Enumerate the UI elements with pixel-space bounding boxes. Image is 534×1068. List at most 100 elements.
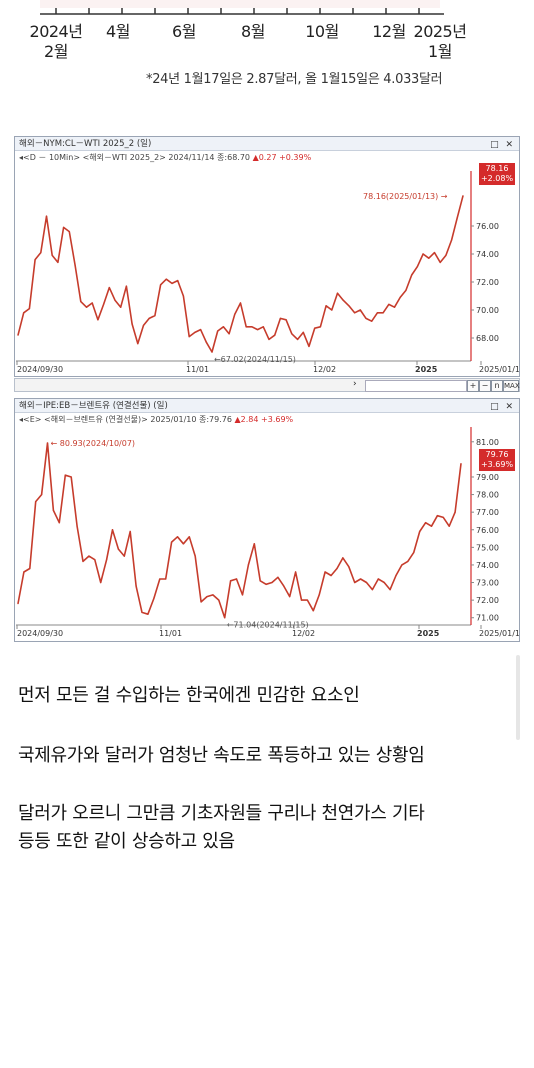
- price-point: [296, 338, 299, 340]
- price-point: [291, 333, 293, 335]
- price-point: [23, 312, 25, 314]
- price-point: [137, 343, 139, 345]
- low-annotation: ←71.04(2024/11/15): [227, 621, 309, 630]
- price-point: [94, 559, 96, 561]
- price-point: [354, 312, 356, 314]
- price-point: [401, 564, 403, 566]
- price-point: [64, 474, 66, 476]
- page-scrollbar[interactable]: [516, 655, 520, 740]
- price-point: [348, 305, 350, 307]
- price-point: [405, 289, 407, 291]
- price-point: [46, 442, 49, 444]
- paragraph-1: 먼저 모든 걸 수입하는 한국에겐 민감한 요소인: [18, 685, 360, 706]
- chart-scroll-strip[interactable]: › + − n MAX: [14, 378, 520, 392]
- price-point: [283, 585, 285, 587]
- brent-last-price: 79.76: [485, 450, 509, 459]
- price-series-line: [17, 195, 464, 353]
- price-point: [285, 319, 287, 321]
- top-axis-line: [40, 0, 444, 15]
- price-point: [135, 585, 137, 587]
- price-point: [182, 543, 184, 545]
- price-point: [439, 261, 441, 263]
- price-point: [114, 299, 116, 301]
- x-tick-label: 2025: [415, 365, 438, 374]
- price-point: [194, 555, 196, 557]
- top-axis-label: 8월: [241, 22, 265, 41]
- price-point: [393, 306, 396, 308]
- price-point: [123, 555, 125, 557]
- x-tick-label: 11/01: [186, 365, 209, 374]
- price-point: [262, 326, 264, 328]
- price-point: [271, 581, 273, 584]
- price-point: [422, 253, 424, 255]
- zoom-in-button[interactable]: +: [467, 380, 479, 392]
- price-point: [318, 594, 320, 596]
- price-point: [389, 588, 391, 591]
- price-point: [306, 599, 309, 601]
- price-point: [416, 266, 418, 268]
- max-view-button[interactable]: MAX: [503, 380, 520, 392]
- price-point: [241, 594, 244, 596]
- price-point: [63, 226, 65, 228]
- price-point: [450, 239, 453, 241]
- price-point: [111, 529, 114, 531]
- price-point: [35, 501, 37, 503]
- price-point: [205, 341, 207, 343]
- scroll-track[interactable]: [365, 380, 467, 392]
- price-point: [342, 557, 344, 559]
- y-tick-label: 77.00: [476, 508, 499, 517]
- x-tick-label: 2024/09/30: [17, 365, 63, 374]
- price-point: [430, 525, 433, 527]
- high-annotation: ← 80.93(2024/10/07): [51, 439, 135, 448]
- price-point: [141, 611, 143, 614]
- price-point: [230, 580, 232, 582]
- price-point: [74, 264, 76, 266]
- price-point: [442, 516, 444, 519]
- price-point: [407, 560, 409, 563]
- price-point: [131, 323, 133, 325]
- top-axis-label: 4월: [106, 22, 130, 41]
- wti-info-text: ◂<D － 10Min> <해외－WTI 2025_2> 2024/11/14 …: [19, 153, 251, 162]
- price-point: [222, 326, 224, 328]
- brent-panel-titlebar: 해외－IPE:EB－브렌트유 (연결선물) (일) □ ✕: [15, 399, 519, 413]
- price-point: [251, 326, 253, 328]
- price-point: [314, 327, 316, 329]
- x-tick-label: 2025/01/13: [479, 365, 520, 374]
- price-point: [29, 567, 31, 570]
- price-point: [456, 217, 458, 219]
- reset-view-button[interactable]: n: [491, 380, 503, 392]
- top-chart-footnote: *24년 1월17일은 2.87달러, 올 1월15일은 4.033달러: [146, 72, 443, 87]
- price-point: [359, 578, 362, 580]
- y-tick-label: 72.00: [476, 596, 499, 605]
- scroll-arrow-icon[interactable]: ›: [353, 379, 357, 389]
- brent-window-controls[interactable]: □ ✕: [490, 402, 515, 412]
- price-point: [228, 333, 230, 335]
- brent-chart-canvas: 81.00 79.00 78.00 77.00 76.00 75.00 74.00 73.00…: [16, 427, 519, 638]
- price-point: [319, 326, 321, 328]
- price-point: [17, 603, 19, 605]
- price-point: [80, 301, 82, 303]
- top-axis-label: 2024년 2월: [29, 22, 83, 61]
- brent-info-line: ◂<E> <해외－브렌트유 (연결선물)> 2025/01/10 종:79.76…: [19, 414, 293, 425]
- price-point: [211, 351, 213, 353]
- price-point: [57, 261, 59, 263]
- price-point: [424, 522, 427, 524]
- y-tick-label: 73.00: [476, 579, 499, 588]
- price-point: [253, 543, 255, 545]
- price-point: [200, 601, 202, 603]
- price-point: [188, 336, 190, 338]
- price-point: [395, 574, 397, 577]
- y-tick-label: 74.00: [476, 250, 499, 259]
- price-point: [194, 331, 196, 333]
- price-point: [165, 578, 167, 580]
- price-point: [433, 252, 436, 254]
- price-point: [454, 511, 456, 513]
- price-point: [170, 541, 173, 543]
- price-point: [100, 581, 102, 584]
- y-tick-label: 72.00: [476, 278, 499, 287]
- price-point: [359, 309, 361, 311]
- price-point: [23, 571, 25, 573]
- y-tick-label: 75.00: [476, 543, 499, 552]
- wti-window-controls[interactable]: □ ✕: [490, 140, 515, 150]
- zoom-out-button[interactable]: −: [479, 380, 491, 392]
